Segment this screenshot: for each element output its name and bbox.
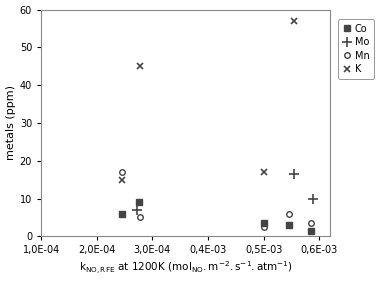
K <box>138 65 142 68</box>
Mn <box>309 221 313 225</box>
Mo <box>292 172 297 176</box>
Co <box>136 201 141 204</box>
K <box>261 170 266 174</box>
Mo <box>310 197 315 200</box>
Mn <box>120 170 124 174</box>
Mn <box>261 225 266 229</box>
X-axis label: $\mathregular{k_{NO,RFE}}$ at 1200K $\mathregular{(mol_{NO}.m^{-2}.s^{-1}.atm^{-: $\mathregular{k_{NO,RFE}}$ at 1200K $\ma… <box>79 259 293 276</box>
Co <box>120 212 124 215</box>
Line: K: K <box>118 17 298 183</box>
Line: Mo: Mo <box>132 169 318 215</box>
K <box>120 178 124 181</box>
Co <box>261 221 266 225</box>
Mo <box>135 208 139 212</box>
Co <box>309 229 313 232</box>
Mn <box>287 212 291 215</box>
K <box>292 19 297 23</box>
Line: Mn: Mn <box>119 169 314 230</box>
Legend: Co, Mo, Mn, K: Co, Mo, Mn, K <box>338 19 374 79</box>
Mn <box>138 216 142 219</box>
Co <box>287 223 291 227</box>
Line: Co: Co <box>119 200 314 233</box>
Y-axis label: metals (ppm): metals (ppm) <box>6 85 16 160</box>
